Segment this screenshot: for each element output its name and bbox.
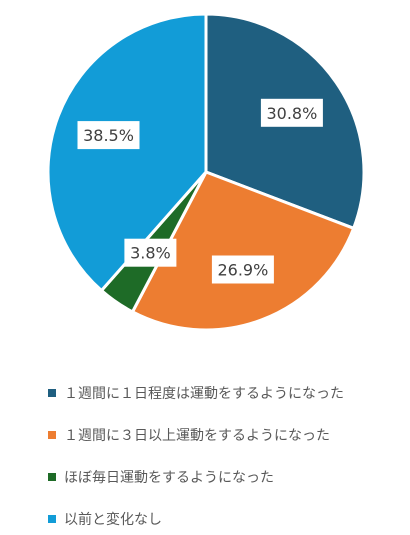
data-label-text-2: 26.9% xyxy=(217,261,268,280)
legend-swatch-2 xyxy=(48,431,56,439)
legend-label-2: １週間に３日以上運動をするようになった xyxy=(64,428,330,444)
data-label-1: 30.8% xyxy=(260,98,323,127)
legend-item-4: 以前と変化なし xyxy=(48,511,162,528)
data-label-text-3: 3.8% xyxy=(130,244,171,263)
legend-swatch-3 xyxy=(48,473,56,481)
legend-item-2: １週間に３日以上運動をするようになった xyxy=(48,428,330,444)
legend: １週間に１日程度は運動をするようになった １週間に３日以上運動をするようになったほ… xyxy=(48,386,344,528)
legend-swatch-1 xyxy=(48,389,56,397)
data-label-text-4: 38.5% xyxy=(83,126,134,145)
legend-label-1: １週間に１日程度は運動をするようになった xyxy=(64,386,344,402)
pie-slice-4 xyxy=(46,12,208,293)
legend-item-1: １週間に１日程度は運動をするようになった xyxy=(48,386,344,402)
legend-label-4: 以前と変化なし xyxy=(64,511,162,528)
data-label-text-1: 30.8% xyxy=(266,104,317,123)
data-label-3: 3.8% xyxy=(124,238,177,267)
legend-swatch-4 xyxy=(48,515,56,523)
pie-slice-2 xyxy=(131,170,356,332)
data-label-box-1 xyxy=(260,98,323,127)
data-label-box-3 xyxy=(124,238,177,267)
legend-label-3: ほぼ毎日運動をするようになった xyxy=(64,470,274,486)
data-label-2: 26.9% xyxy=(211,255,274,284)
data-label-4: 38.5% xyxy=(77,121,140,150)
data-label-box-2 xyxy=(211,255,274,284)
data-label-box-4 xyxy=(77,121,140,150)
legend-item-3: ほぼ毎日運動をするようになった xyxy=(48,470,274,486)
data-labels: 30.8% 26.9% 3.8% 38.5% xyxy=(77,98,323,284)
pie-slices xyxy=(46,12,366,332)
